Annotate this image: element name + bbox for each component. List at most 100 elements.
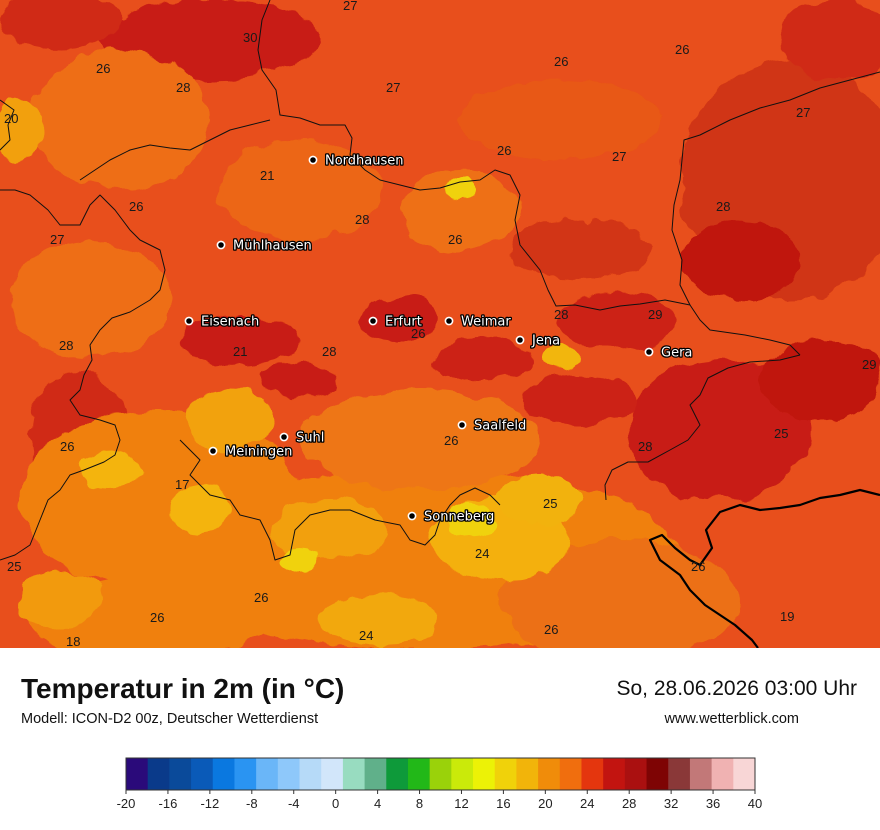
temperature-value: 27 (796, 105, 810, 120)
temperature-value: 25 (774, 426, 788, 441)
temperature-value: 26 (96, 61, 110, 76)
city-label: Suhl (296, 431, 324, 446)
city-dot (217, 241, 224, 248)
legend-swatch (560, 758, 582, 790)
legend-swatch (278, 758, 300, 790)
color-legend: -20 -16 -12 -8 -4 0 4 8 12 16 20 24 28 32 36 40 (0, 648, 880, 830)
temperature-value: 26 (254, 590, 268, 605)
legend-swatch (625, 758, 647, 790)
legend-tick-label: 4 (374, 796, 381, 811)
temperature-value: 30 (243, 30, 257, 45)
legend-tick-label: 28 (622, 796, 636, 811)
temperature-value: 26 (544, 622, 558, 637)
legend-swatch (126, 758, 148, 790)
city-dot (445, 317, 452, 324)
temperature-value: 28 (355, 212, 369, 227)
legend-tick-label: 24 (580, 796, 594, 811)
legend-swatch (581, 758, 603, 790)
legend-swatch (408, 758, 430, 790)
legend-tick-label: 36 (706, 796, 720, 811)
legend-tick-label: 20 (538, 796, 552, 811)
legend-tick-label: -8 (246, 796, 258, 811)
temperature-value: 26 (691, 559, 705, 574)
temperature-value: 26 (444, 433, 458, 448)
city-dot (280, 433, 287, 440)
city-dot (309, 156, 316, 163)
temperature-value: 17 (175, 477, 189, 492)
legend-tick-label: -20 (117, 796, 136, 811)
legend-swatch (430, 758, 452, 790)
city-dot (209, 447, 216, 454)
temperature-map: 27 30 26 28 27 26 20 26 27 21 26 27 26 28 27 26 28 28 29 21… (0, 0, 880, 648)
temperature-value: 24 (475, 546, 489, 561)
city-label: Nordhausen (325, 154, 404, 169)
temperature-value: 29 (862, 357, 876, 372)
temperature-value: 27 (612, 149, 626, 164)
temperature-value: 26 (497, 143, 511, 158)
legend-tick-label: 32 (664, 796, 678, 811)
temperature-value: 18 (66, 634, 80, 648)
city-label: Jena (531, 334, 560, 349)
temperature-value: 26 (554, 54, 568, 69)
legend-swatch (712, 758, 734, 790)
temperature-value: 21 (260, 168, 274, 183)
legend-tick-label: 40 (748, 796, 762, 811)
legend-swatch (343, 758, 365, 790)
temperature-value: 28 (322, 344, 336, 359)
legend-swatch (647, 758, 669, 790)
legend-tick-label: 0 (332, 796, 339, 811)
legend-swatch (690, 758, 712, 790)
temperature-value: 26 (60, 439, 74, 454)
legend-swatch (169, 758, 191, 790)
legend-tick-label: -12 (200, 796, 219, 811)
legend-tick-label: 16 (496, 796, 510, 811)
temperature-value: 21 (233, 344, 247, 359)
legend-swatch (386, 758, 408, 790)
legend-swatch (451, 758, 473, 790)
temperature-field (0, 0, 880, 648)
city-dot (645, 348, 652, 355)
city-dot (458, 421, 465, 428)
city-label: Saalfeld (474, 419, 526, 434)
footer: Temperatur in 2m (in °C) Modell: ICON-D2… (0, 648, 880, 830)
legend-swatch (256, 758, 278, 790)
temperature-value: 26 (448, 232, 462, 247)
temperature-value: 26 (129, 199, 143, 214)
city-dot (408, 512, 415, 519)
temperature-value: 25 (543, 496, 557, 511)
temperature-value: 25 (7, 559, 21, 574)
temperature-value: 24 (359, 628, 373, 643)
city-label: Weimar (461, 315, 511, 330)
city-label: Eisenach (201, 315, 259, 330)
legend-swatch (603, 758, 625, 790)
city-label: Gera (661, 346, 692, 361)
temperature-value: 27 (386, 80, 400, 95)
legend-swatch (733, 758, 755, 790)
legend-tick-label: -16 (159, 796, 178, 811)
legend-tick-label: -4 (288, 796, 300, 811)
temperature-value: 28 (59, 338, 73, 353)
temperature-value: 28 (638, 439, 652, 454)
legend-swatch (234, 758, 256, 790)
legend-swatch (516, 758, 538, 790)
city-label: Erfurt (385, 315, 422, 330)
city-label: Sonneberg (424, 510, 494, 525)
legend-swatch (300, 758, 322, 790)
temperature-value: 26 (150, 610, 164, 625)
temperature-value: 19 (780, 609, 794, 624)
legend-swatch (213, 758, 235, 790)
temperature-value: 20 (4, 111, 18, 126)
city-dot (516, 336, 523, 343)
city-label: Mühlhausen (233, 239, 312, 254)
temperature-value: 26 (675, 42, 689, 57)
temperature-value: 28 (176, 80, 190, 95)
legend-swatch (495, 758, 517, 790)
legend-tick-label: 12 (454, 796, 468, 811)
legend-swatch (321, 758, 343, 790)
temperature-value: 28 (716, 199, 730, 214)
legend-swatch (365, 758, 387, 790)
legend-swatch (473, 758, 495, 790)
legend-swatch (148, 758, 170, 790)
legend-swatch (668, 758, 690, 790)
legend-swatch (191, 758, 213, 790)
